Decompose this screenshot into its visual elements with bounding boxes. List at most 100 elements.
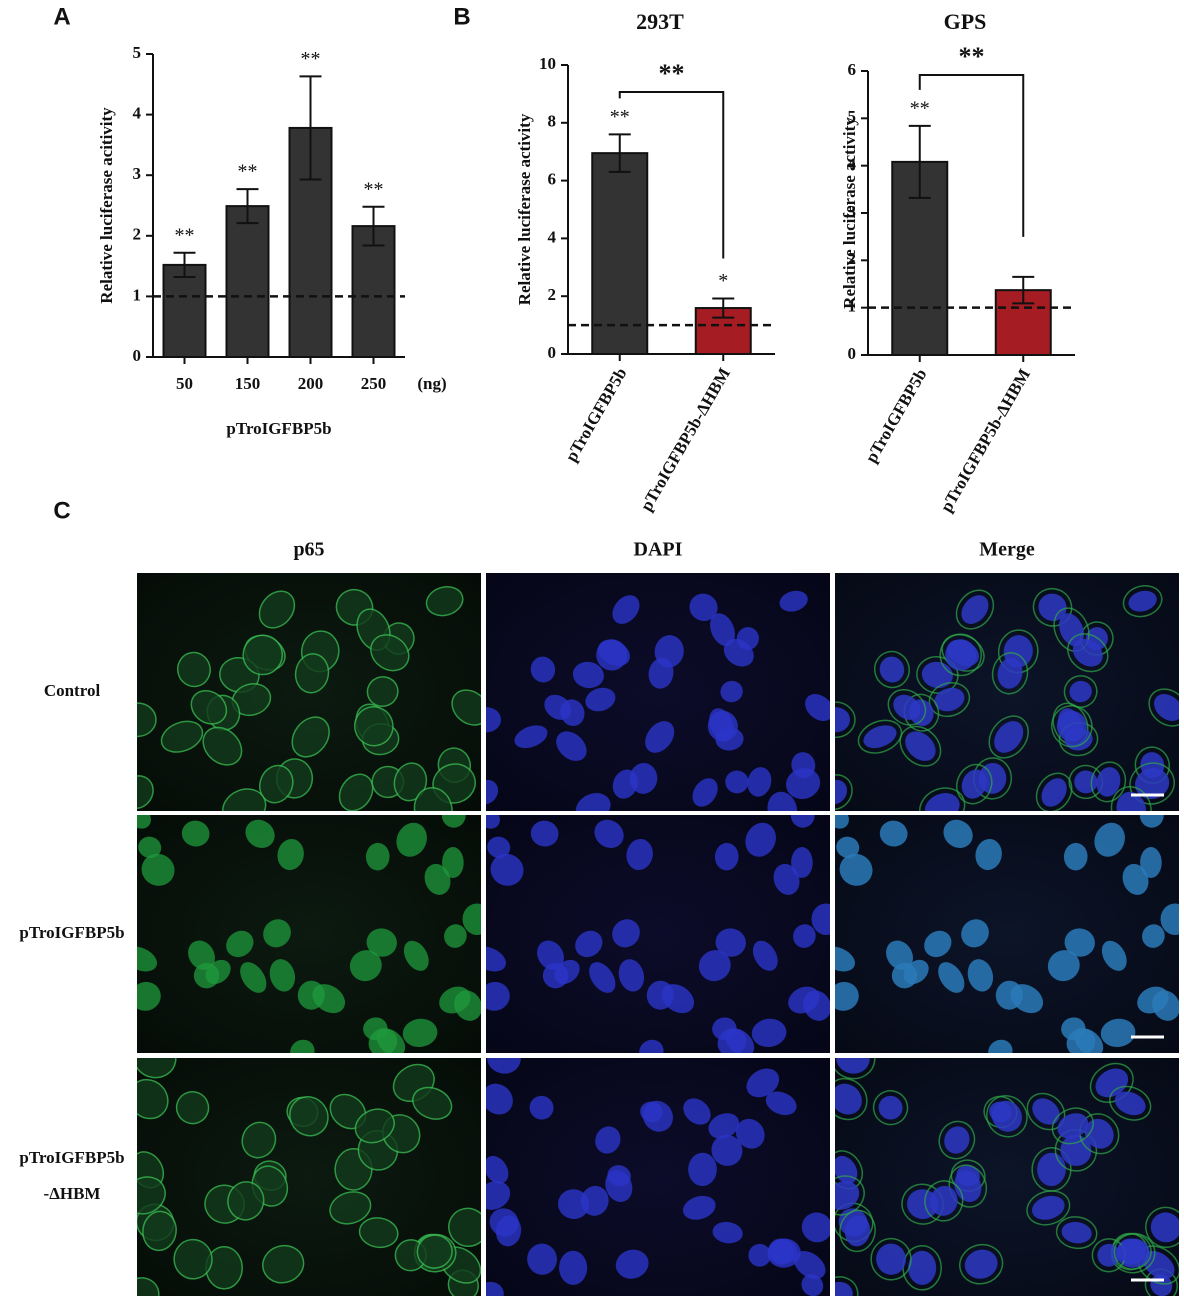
nucleus	[1140, 846, 1162, 879]
cell	[870, 1237, 912, 1281]
cell	[263, 919, 291, 948]
y-axis-label: Relative luciferase acitivity	[97, 107, 116, 304]
nucleus	[642, 1100, 673, 1132]
cell	[202, 726, 243, 766]
nucleus	[924, 793, 960, 811]
nucleus	[839, 853, 873, 886]
cell	[462, 903, 481, 935]
nucleus	[748, 1243, 772, 1267]
micrograph	[137, 815, 481, 1053]
x-tick-label: pTroIGFBP5b	[562, 364, 631, 465]
cell	[259, 764, 294, 804]
cell	[1051, 705, 1093, 748]
nucleus	[594, 819, 624, 848]
cell	[181, 820, 210, 847]
cell	[956, 763, 993, 805]
cell	[277, 838, 304, 871]
nucleus	[835, 1281, 853, 1296]
y-tick-label: 4	[133, 104, 142, 123]
nucleus	[886, 940, 913, 970]
cell	[142, 1210, 177, 1252]
nucleus	[1135, 768, 1170, 800]
nucleus	[967, 959, 994, 992]
nucleus	[1116, 791, 1147, 811]
cell	[939, 633, 983, 677]
cells	[137, 586, 481, 811]
nucleus	[995, 980, 1023, 1010]
nucleus	[618, 959, 645, 992]
row-label: Control	[44, 681, 101, 700]
nucleus	[1160, 903, 1179, 935]
y-tick-label: 5	[848, 107, 857, 126]
x-tick-label: 150	[235, 374, 261, 393]
cell	[403, 940, 429, 971]
cell	[294, 653, 330, 694]
x-tick-label: 250	[361, 374, 387, 393]
cell	[872, 1090, 909, 1126]
cell	[138, 836, 162, 859]
nucleus	[486, 1083, 513, 1115]
cell	[959, 1243, 1004, 1285]
column-label: Merge	[979, 539, 1035, 561]
cell	[1145, 1206, 1179, 1249]
nucleus	[994, 721, 1024, 753]
cell	[137, 1176, 166, 1215]
cell	[227, 1181, 265, 1221]
nucleus	[486, 707, 501, 733]
unit-label: (ng)	[417, 374, 446, 393]
nucleus	[905, 731, 936, 761]
nucleus	[717, 1028, 747, 1053]
nucleus	[1032, 1098, 1060, 1125]
cells	[835, 585, 1179, 811]
nucleus	[835, 1181, 860, 1210]
nucleus	[487, 836, 511, 859]
cell	[835, 701, 856, 739]
nucleus	[765, 1091, 797, 1116]
panel-label: A	[53, 3, 70, 30]
nucleus	[1142, 1250, 1175, 1280]
cell	[887, 689, 927, 726]
nucleus	[707, 710, 738, 742]
nucleus	[715, 928, 746, 957]
cell	[188, 940, 215, 970]
y-tick-label: 8	[548, 112, 557, 131]
cells	[486, 1058, 830, 1296]
nucleus	[714, 842, 739, 871]
nucleus	[1150, 1212, 1179, 1243]
cell	[297, 980, 325, 1010]
nucleus	[961, 595, 989, 624]
panel-label: B	[453, 3, 470, 30]
nucleus	[991, 1100, 1022, 1132]
nucleus	[486, 779, 499, 805]
cell	[441, 815, 466, 828]
cell	[258, 590, 296, 629]
cell	[451, 689, 481, 726]
cell	[424, 863, 451, 895]
nucleus	[589, 962, 616, 993]
nucleus	[596, 639, 628, 671]
nucleus	[559, 1250, 588, 1285]
comparison-bracket	[618, 91, 725, 259]
cell	[454, 990, 481, 1021]
cells	[486, 590, 830, 811]
nucleus	[1119, 1239, 1147, 1265]
y-axis-label: Relative luciferase activity	[515, 113, 534, 305]
cell	[1148, 688, 1179, 727]
nucleus	[975, 838, 1002, 871]
cell	[938, 1120, 976, 1160]
nucleus	[1152, 990, 1179, 1021]
cells	[137, 1058, 481, 1296]
cell	[955, 589, 995, 630]
nucleus	[876, 1243, 906, 1275]
nucleus	[878, 1095, 903, 1120]
nucleus	[945, 639, 977, 671]
cells	[486, 815, 830, 1053]
nucleus	[1094, 822, 1125, 857]
significance: **	[610, 106, 630, 128]
bar	[162, 263, 207, 358]
y-tick-label: 10	[539, 54, 556, 73]
x-tick-label: 200	[298, 374, 324, 393]
y-tick-label: 6	[848, 60, 857, 79]
cell	[1122, 585, 1163, 618]
cell	[924, 1180, 964, 1222]
